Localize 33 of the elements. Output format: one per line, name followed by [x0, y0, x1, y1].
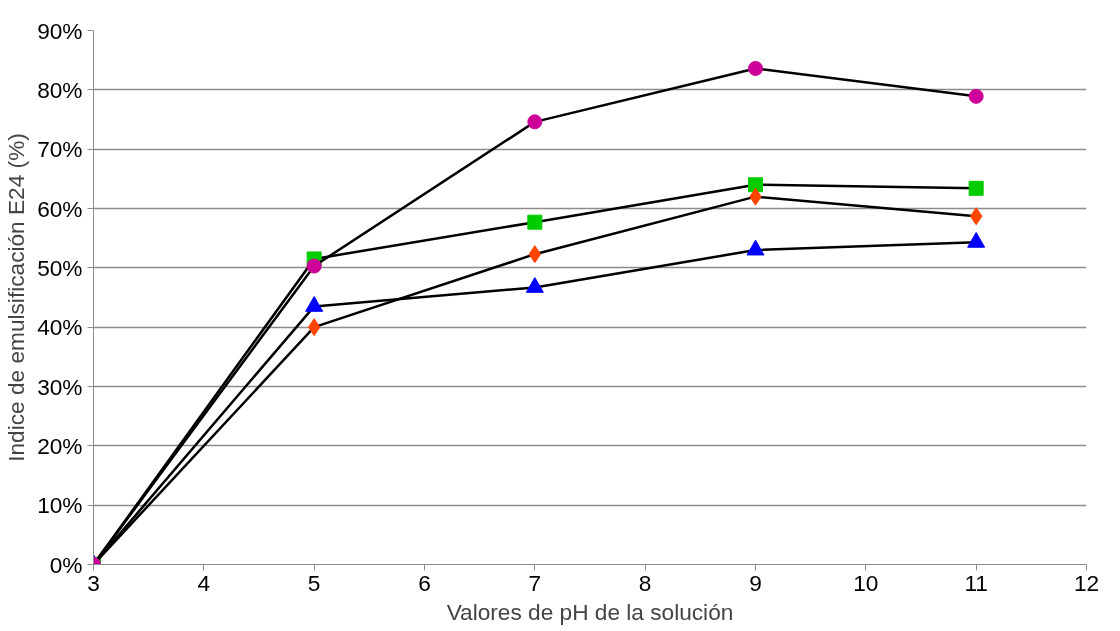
point: [527, 214, 543, 230]
point: [748, 177, 763, 193]
y-axis-title: Indice de emulsificación E24 (%): [3, 133, 30, 462]
point: [305, 296, 324, 312]
point: [748, 60, 763, 76]
x-tick-label: 5: [307, 569, 321, 596]
y-tick-label: 90%: [37, 17, 83, 44]
point: [306, 258, 322, 274]
x-tick-label: 10: [853, 569, 879, 596]
y-tick-label: 70%: [37, 136, 83, 163]
y-tick-label: 10%: [37, 492, 83, 519]
x-tick-label: 9: [749, 569, 762, 596]
y-tick-label: 80%: [37, 76, 83, 103]
y-tick-label: 0%: [49, 551, 83, 578]
x-axis-title: Valores de pH de la solución: [446, 598, 734, 625]
x-tick-label: 6: [418, 569, 431, 596]
x-tick-label: 7: [528, 569, 542, 596]
y-tick-label: 50%: [37, 254, 83, 281]
point: [525, 277, 544, 293]
y-tick-label: 20%: [37, 432, 83, 459]
y-tick-label: 40%: [37, 314, 83, 341]
x-tick-label: 11: [964, 569, 988, 596]
x-tick-label: 12: [1073, 569, 1100, 596]
point: [746, 239, 765, 256]
point: [968, 88, 984, 104]
x-tick-label: 4: [197, 569, 211, 596]
y-tick-label: 60%: [37, 195, 83, 222]
point: [967, 232, 986, 248]
point: [527, 114, 543, 130]
point: [968, 180, 984, 196]
y-tick-label: 30%: [37, 373, 83, 400]
x-tick-label: 3: [87, 569, 100, 596]
x-tick-label: 8: [638, 569, 652, 596]
